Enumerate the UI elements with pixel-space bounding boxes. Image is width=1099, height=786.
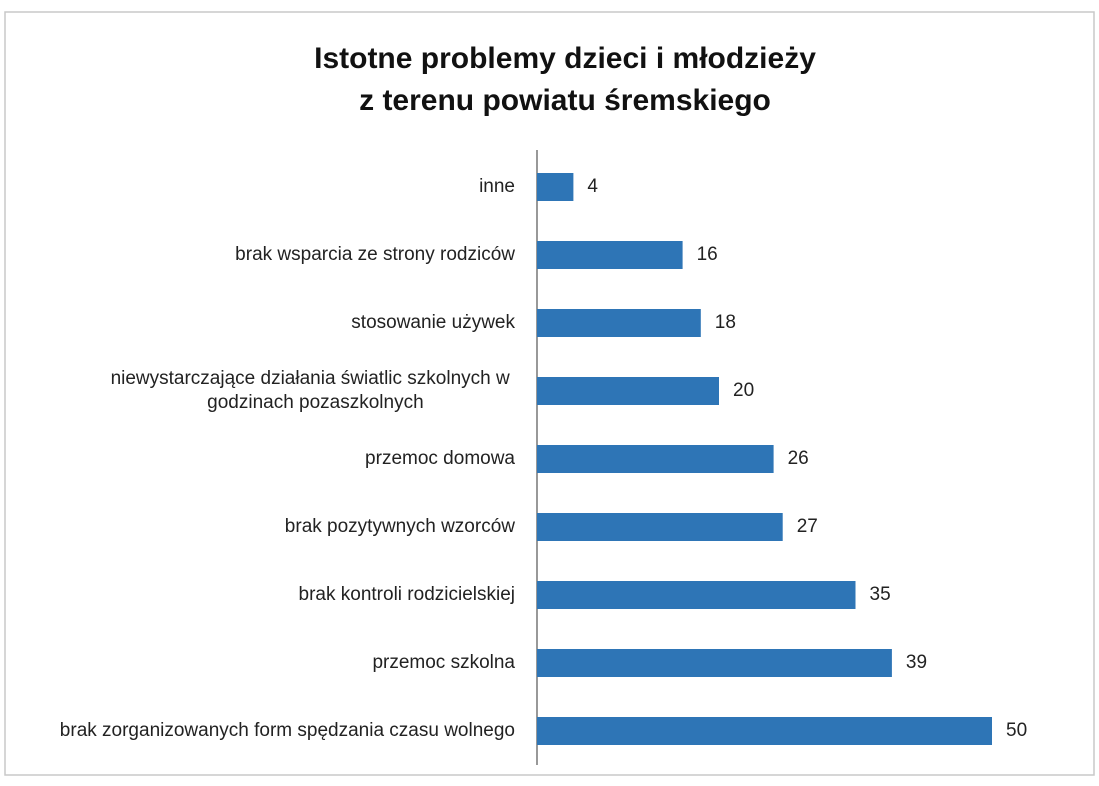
y-tick-label: niewystarczające działania światlic szko… [111, 368, 515, 413]
bar [537, 717, 992, 745]
chart-title: Istotne problemy dzieci i młodzieży [314, 42, 816, 75]
y-tick-label: brak pozytywnych wzorców [285, 516, 515, 537]
data-label: 27 [797, 516, 818, 537]
y-tick-label: przemoc szkolna [372, 652, 515, 673]
data-label: 4 [587, 176, 598, 197]
y-tick-label: inne [479, 176, 515, 197]
bar [537, 241, 683, 269]
bar [537, 377, 719, 405]
bar [537, 173, 574, 201]
y-tick-label: stosowanie używek [351, 312, 515, 333]
data-label: 20 [733, 380, 754, 401]
y-tick-label: brak zorganizowanych form spędzania czas… [60, 720, 515, 741]
data-label: 39 [906, 652, 927, 673]
bar [537, 513, 783, 541]
y-tick-label: brak kontroli rodzicielskiej [299, 584, 515, 605]
data-label: 50 [1006, 720, 1027, 741]
data-label: 35 [870, 584, 891, 605]
chart-title: z terenu powiatu śremskiego [359, 84, 771, 117]
data-label: 26 [788, 448, 809, 469]
y-tick-label: brak wsparcia ze strony rodziców [235, 244, 515, 265]
data-label: 16 [697, 244, 718, 265]
bar [537, 649, 892, 677]
bar [537, 445, 774, 473]
bar [537, 581, 856, 609]
bar [537, 309, 701, 337]
data-label: 18 [715, 312, 736, 333]
y-tick-label: przemoc domowa [365, 448, 515, 469]
